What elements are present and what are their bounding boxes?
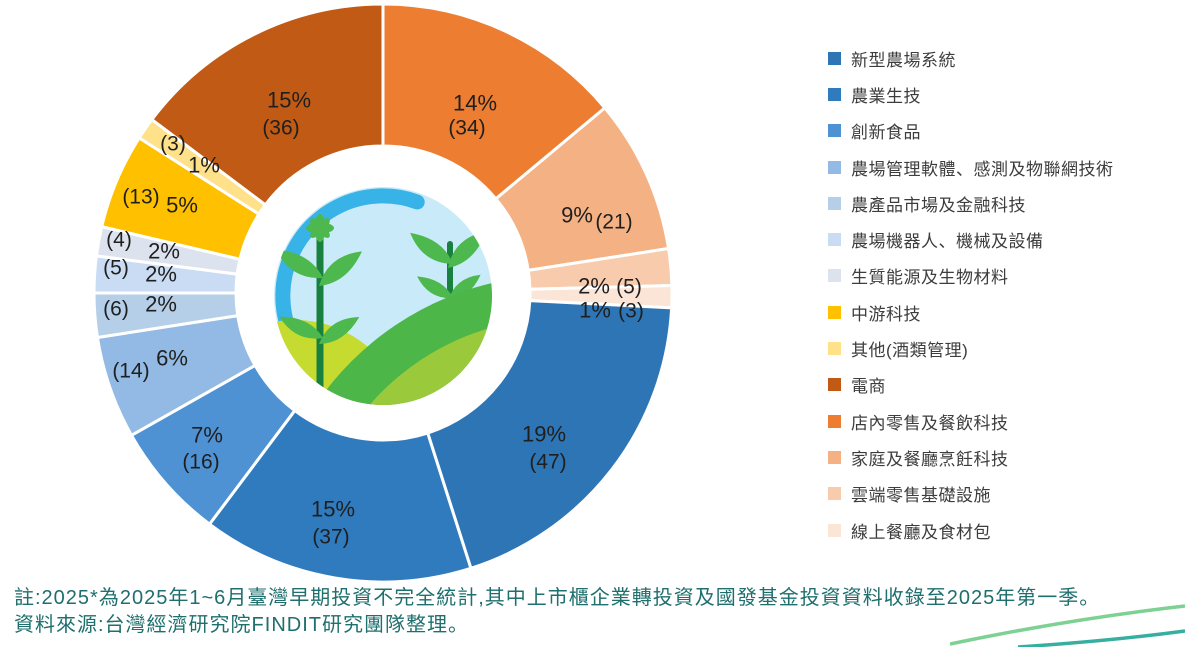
- donut-slice-電商: [150, 2, 385, 207]
- slice-label: 5%: [166, 193, 198, 218]
- slice-label: (21): [595, 211, 632, 234]
- legend-label: 農場機器人、機械及設備: [851, 232, 1044, 252]
- slice-label: (36): [262, 117, 299, 140]
- legend-swatch: [828, 124, 841, 138]
- legend-swatch: [828, 305, 841, 319]
- footnote: 註:2025*為2025年1~6月臺灣早期投資不完全統計,其中上市櫃企業轉投資及…: [14, 585, 1184, 639]
- legend-swatch: [828, 196, 841, 210]
- legend-label: 電商: [851, 377, 886, 397]
- slice-label: (13): [122, 186, 159, 209]
- legend-item: 生質能源及生物材料: [828, 258, 1114, 294]
- footnote-line2: 資料來源:台灣經濟研究院FINDIT研究團隊整理。: [14, 614, 469, 636]
- legend-item: 農場管理軟體、感測及物聯網技術: [828, 149, 1114, 185]
- farm-illustration: [274, 187, 492, 405]
- legend-item: 農產品市場及金融科技: [828, 185, 1114, 221]
- donut-chart: 14%(34)9% (21)2% (5)1% (3)19%(47)15%(37)7%(…: [92, 2, 674, 584]
- legend-label: 創新食品: [851, 123, 921, 143]
- slice-label: 9%: [561, 203, 593, 228]
- legend-label: 新型農場系統: [851, 50, 956, 70]
- legend-item: 農業生技: [828, 76, 1114, 112]
- slice-label: 2%: [145, 292, 177, 317]
- legend-item: 創新食品: [828, 113, 1114, 149]
- slice-label: (34): [448, 117, 485, 140]
- footnote-line1: 註:2025*為2025年1~6月臺灣早期投資不完全統計,其中上市櫃企業轉投資及…: [14, 587, 1101, 609]
- legend-item: 其他(酒類管理): [828, 330, 1114, 366]
- slice-label: 15%: [311, 497, 355, 522]
- slice-label: 1%: [579, 298, 611, 323]
- swoosh-teal-curve: [1017, 629, 1185, 647]
- legend: 新型農場系統 農業生技創新食品農場管理軟體、感測及物聯網技術 農產品市場及金融科技農…: [828, 40, 1114, 548]
- slice-label: 6%: [156, 346, 188, 371]
- slice-label: (3): [160, 133, 186, 156]
- slice-label: 15%: [267, 88, 311, 113]
- swoosh-green-curve: [950, 604, 1185, 646]
- legend-swatch: [828, 87, 841, 101]
- corner-swoosh-decoration: [950, 604, 1185, 647]
- legend-item: 中游科技: [828, 294, 1114, 330]
- legend-swatch: [828, 51, 841, 65]
- slice-label: (37): [312, 526, 349, 549]
- legend-swatch: [828, 233, 841, 247]
- legend-item: 線上餐廳及食材包: [828, 512, 1114, 548]
- legend-swatch: [828, 523, 841, 537]
- legend-item: 家庭及餐廳烹飪科技: [828, 439, 1114, 475]
- illustration-plant-left: [274, 214, 368, 404]
- donut-slices: [92, 2, 674, 584]
- legend-item: 新型農場系統: [828, 40, 1114, 76]
- slice-label: (3): [618, 300, 644, 323]
- legend-label: 店內零售及餐飲科技: [851, 413, 1009, 433]
- legend-swatch: [828, 160, 841, 174]
- slice-label: 7%: [191, 423, 223, 448]
- legend-item: 電商: [828, 367, 1114, 403]
- slice-label: (5): [103, 257, 129, 280]
- slice-label: 19%: [522, 422, 566, 447]
- legend-label: 家庭及餐廳烹飪科技: [851, 449, 1009, 469]
- legend-swatch: [828, 450, 841, 464]
- legend-swatch: [828, 487, 841, 501]
- legend-swatch: [828, 342, 841, 356]
- slice-label: 14%: [453, 91, 497, 116]
- slice-label: (6): [103, 298, 129, 321]
- slice-label: (14): [112, 360, 149, 383]
- legend-label: 農產品市場及金融科技: [851, 195, 1026, 215]
- slice-label: 2%: [148, 239, 180, 264]
- donut-slice-新型農場系統: [426, 299, 674, 570]
- legend-swatch: [828, 269, 841, 283]
- slice-label: 2%: [578, 274, 610, 299]
- legend-item: 店內零售及餐飲科技: [828, 403, 1114, 439]
- legend-label: 雲端零售基礎設施: [851, 486, 991, 506]
- legend-label: 中游科技: [851, 304, 921, 324]
- legend-item: 農場機器人、機械及設備: [828, 221, 1114, 257]
- slice-label: (16): [182, 451, 219, 474]
- legend-label: 農業生技: [851, 86, 921, 106]
- legend-label: 其他(酒類管理): [851, 341, 969, 361]
- slice-label: 1%: [188, 153, 220, 178]
- donut-slice-農業生技: [208, 409, 473, 584]
- legend-label: 生質能源及生物材料: [851, 268, 1009, 288]
- legend-swatch: [828, 414, 841, 428]
- slice-label: (47): [529, 451, 566, 474]
- legend-item: 雲端零售基礎設施: [828, 476, 1114, 512]
- slice-label: (5): [616, 276, 642, 299]
- legend-swatch: [828, 378, 841, 392]
- donut-slice-店內零售及餐飲科技: [381, 2, 607, 201]
- legend-label: 線上餐廳及食材包: [851, 522, 991, 542]
- slice-label: (4): [106, 229, 132, 252]
- donut-slice-labels: 14%(34)9% (21)2% (5)1% (3)19%(47)15%(37)7%(…: [103, 88, 644, 549]
- legend-label: 農場管理軟體、感測及物聯網技術: [851, 159, 1114, 179]
- slice-label: 2%: [145, 262, 177, 287]
